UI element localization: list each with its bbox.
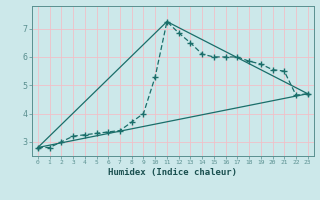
- X-axis label: Humidex (Indice chaleur): Humidex (Indice chaleur): [108, 168, 237, 177]
